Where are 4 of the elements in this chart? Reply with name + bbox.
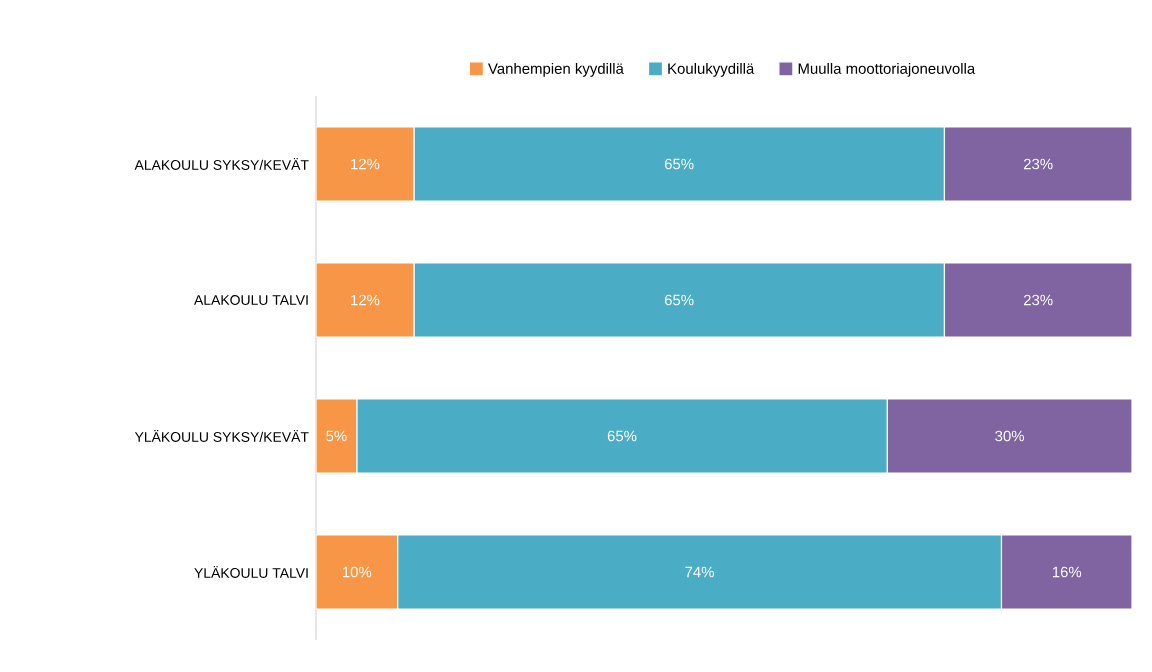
bar — [316, 262, 415, 338]
bar — [316, 126, 415, 202]
bar — [316, 534, 399, 610]
bar — [316, 398, 358, 474]
